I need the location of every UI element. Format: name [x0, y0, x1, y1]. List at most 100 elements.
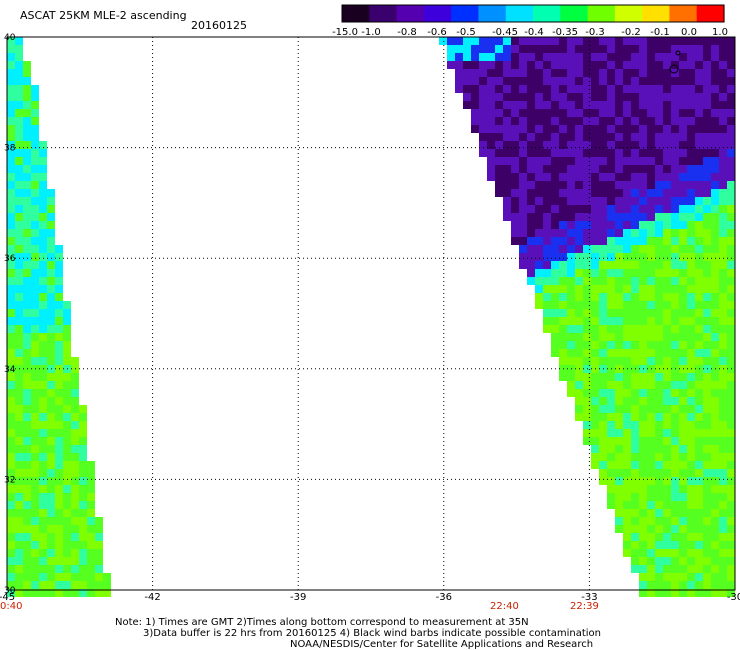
swath-cell: [479, 45, 487, 53]
swath-cell: [23, 285, 31, 293]
swath-cell: [47, 477, 55, 485]
swath-cell: [551, 253, 559, 261]
swath-cell: [479, 61, 487, 69]
swath-cell: [623, 237, 631, 245]
swath-cell: [631, 117, 639, 125]
swath-cell: [687, 117, 695, 125]
swath-cell: [551, 85, 559, 93]
swath-cell: [719, 45, 727, 53]
swath-cell: [623, 245, 631, 253]
swath-cell: [575, 277, 583, 285]
swath-cell: [639, 109, 647, 117]
swath-cell: [703, 301, 711, 309]
swath-cell: [679, 125, 687, 133]
swath-cell: [727, 133, 735, 141]
swath-cell: [583, 269, 591, 277]
swath-cell: [535, 93, 543, 101]
swath-cell: [647, 45, 655, 53]
swath-cell: [591, 45, 599, 53]
swath-cell: [607, 309, 615, 317]
swath-cell: [647, 469, 655, 477]
swath-cell: [39, 421, 47, 429]
swath-cell: [703, 477, 711, 485]
swath-cell: [663, 309, 671, 317]
swath-cell: [31, 469, 39, 477]
swath-cell: [55, 525, 63, 533]
swath-cell: [559, 53, 567, 61]
product-title: ASCAT 25KM MLE-2 ascending: [20, 9, 187, 22]
swath-cell: [727, 301, 735, 309]
swath-cell: [71, 589, 79, 597]
swath-cell: [599, 261, 607, 269]
swath-cell: [55, 517, 63, 525]
swath-cell: [647, 549, 655, 557]
swath-cell: [55, 557, 63, 565]
swath-cell: [543, 61, 551, 69]
swath-cell: [487, 117, 495, 125]
swath-cell: [711, 165, 719, 173]
swath-cell: [567, 245, 575, 253]
swath-cell: [519, 197, 527, 205]
swath-cell: [23, 261, 31, 269]
swath-cell: [703, 69, 711, 77]
swath-cell: [631, 93, 639, 101]
swath-cell: [551, 109, 559, 117]
swath-cell: [47, 357, 55, 365]
swath-cell: [31, 245, 39, 253]
swath-cell: [711, 149, 719, 157]
swath-cell: [551, 269, 559, 277]
swath-cell: [543, 45, 551, 53]
swath-cell: [623, 37, 631, 45]
swath-cell: [543, 53, 551, 61]
swath-cell: [567, 389, 575, 397]
swath-cell: [63, 589, 71, 597]
swath-cell: [615, 277, 623, 285]
swath-cell: [47, 349, 55, 357]
swath-cell: [39, 517, 47, 525]
swath-cell: [63, 485, 71, 493]
swath-cell: [687, 565, 695, 573]
swath-cell: [583, 229, 591, 237]
swath-cell: [727, 197, 735, 205]
swath-cell: [719, 269, 727, 277]
swath-cell: [15, 317, 23, 325]
colorbar-label: -0.6: [427, 27, 447, 38]
swath-cell: [519, 77, 527, 85]
swath-cell: [63, 341, 71, 349]
swath-cell: [31, 389, 39, 397]
swath-cell: [23, 301, 31, 309]
swath-cell: [7, 149, 15, 157]
swath-cell: [23, 165, 31, 173]
swath-cell: [31, 85, 39, 93]
swath-cell: [87, 581, 95, 589]
swath-cell: [15, 141, 23, 149]
swath-cell: [591, 301, 599, 309]
swath-cell: [583, 277, 591, 285]
swath-cell: [31, 189, 39, 197]
swath-cell: [647, 565, 655, 573]
swath-cell: [679, 117, 687, 125]
swath-cell: [647, 261, 655, 269]
swath-cell: [39, 309, 47, 317]
swath-cell: [503, 37, 511, 45]
swath-cell: [7, 181, 15, 189]
swath-cell: [599, 325, 607, 333]
swath-cell: [103, 589, 111, 597]
swath-cell: [511, 141, 519, 149]
swath-cell: [23, 93, 31, 101]
swath-cell: [695, 421, 703, 429]
swath-cell: [575, 397, 583, 405]
swath-cell: [551, 261, 559, 269]
swath-cell: [47, 389, 55, 397]
swath-cell: [647, 517, 655, 525]
swath-cell: [615, 437, 623, 445]
swath-cell: [23, 173, 31, 181]
swath-cell: [623, 125, 631, 133]
swath-cell: [679, 229, 687, 237]
swath-cell: [647, 405, 655, 413]
swath-cell: [535, 157, 543, 165]
swath-cell: [695, 581, 703, 589]
colorbar-label: -0.1: [650, 27, 670, 38]
swath-cell: [631, 253, 639, 261]
swath-cell: [535, 221, 543, 229]
